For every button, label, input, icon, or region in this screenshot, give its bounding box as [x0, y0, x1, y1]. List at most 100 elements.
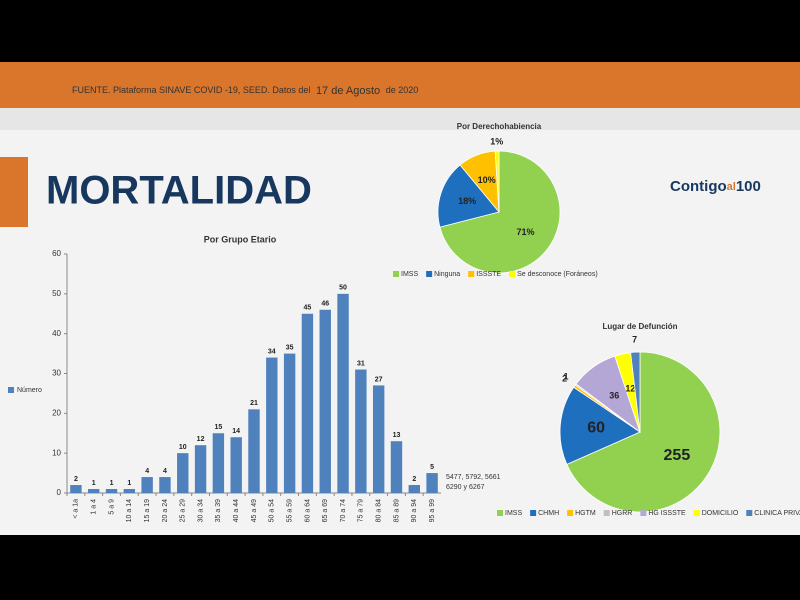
legend-swatch [393, 271, 399, 277]
y-tick-label: 30 [52, 369, 61, 378]
legend-label: ISSSTE [476, 271, 501, 278]
legend-label: Se desconoce (Foráneos) [517, 271, 598, 278]
bar [283, 353, 296, 493]
pie-slice [439, 150, 561, 274]
x-tick-label: 45 a 49 [251, 499, 258, 522]
bar [426, 473, 438, 493]
y-tick-label: 0 [57, 488, 62, 497]
data-label: 7 [632, 335, 637, 345]
legend-label: HGRR [612, 510, 633, 517]
data-label: 36 [609, 391, 619, 401]
bar [177, 453, 189, 493]
data-label: 27 [375, 376, 383, 383]
data-label: 34 [268, 348, 276, 355]
data-label: 35 [286, 344, 294, 351]
bar [159, 477, 171, 493]
legend-label: DOMICILIO [702, 510, 739, 517]
pie-slice [494, 150, 500, 213]
data-label: 1% [490, 136, 503, 146]
bar [301, 313, 314, 493]
pie-slice [566, 351, 721, 513]
bar [355, 369, 367, 493]
legend-swatch [640, 510, 647, 516]
chart-title: Lugar de Defunción [602, 322, 677, 331]
side-tab [0, 157, 28, 227]
logo: Contigoal100 [670, 178, 761, 195]
source-part: de 2020 [386, 85, 419, 95]
data-label: 21 [250, 400, 258, 407]
x-tick-label: 90 a 94 [411, 499, 418, 522]
x-tick-label: 15 a 19 [144, 499, 151, 522]
data-label: 18% [458, 196, 476, 206]
data-label: 12 [197, 436, 205, 443]
pie-slice [559, 386, 641, 465]
header-band [0, 62, 800, 108]
x-tick-label: 80 a 84 [376, 499, 383, 522]
slide-title: MORTALIDAD [46, 169, 312, 213]
bar [390, 441, 403, 493]
data-label: 255 [664, 447, 691, 464]
bar [105, 489, 118, 493]
data-label: 4 [145, 468, 149, 475]
data-label: 71% [517, 227, 535, 237]
legend-label: IMSS [401, 271, 418, 278]
x-tick-label: 55 a 59 [286, 499, 293, 522]
x-tick-label: 85 a 89 [393, 499, 400, 522]
data-label: 10% [478, 175, 496, 185]
legend-swatch [693, 510, 700, 516]
pie-slice [437, 164, 500, 228]
bar [248, 409, 260, 493]
data-label: 5 [430, 464, 434, 471]
x-tick-label: 1 a 4 [91, 499, 98, 515]
logo-part: Contigo [670, 178, 727, 195]
bar [141, 477, 153, 493]
x-tick-label: 20 a 24 [162, 499, 169, 522]
data-label: 15 [214, 424, 222, 431]
data-label: 10 [179, 444, 187, 451]
legend-swatch [567, 510, 574, 516]
annotation: 5477, 5792, 5661 [446, 474, 501, 481]
data-label: 2 [562, 374, 567, 384]
data-label: 60 [587, 419, 605, 436]
bar [70, 485, 82, 493]
source-part: 17 de Agosto [316, 85, 380, 97]
y-tick-label: 10 [52, 448, 61, 457]
legend-label: CLINICA PRIVADA [754, 510, 800, 517]
legend-swatch [426, 271, 433, 277]
source-note: FUENTE. Plataforma SINAVE COVID -19, SEE… [72, 85, 418, 97]
data-label: 31 [357, 360, 365, 367]
x-tick-label: 35 a 39 [215, 499, 222, 522]
logo-part: 100 [736, 178, 761, 195]
legend-swatch [8, 387, 14, 393]
logo-part: al [727, 181, 736, 193]
data-label: 50 [339, 285, 347, 292]
data-label: 1 [92, 480, 96, 487]
data-label: 4 [163, 468, 167, 475]
bar [194, 445, 207, 493]
x-tick-label: 95 a 99 [429, 499, 436, 522]
data-label: 45 [304, 305, 312, 312]
content-strip [0, 108, 800, 130]
legend-label: Ninguna [434, 271, 460, 278]
legend-label: IMSS [505, 510, 522, 517]
x-tick-label: 70 a 74 [340, 499, 347, 522]
bar [337, 293, 349, 493]
bar [372, 385, 385, 493]
x-tick-label: 10 a 14 [126, 499, 133, 522]
data-label: 2 [412, 476, 416, 483]
x-tick-label: 65 a 69 [322, 499, 329, 522]
y-tick-label: 50 [52, 289, 61, 298]
legend-swatch [603, 510, 610, 516]
bar [266, 357, 278, 493]
x-tick-label: 75 a 79 [358, 499, 365, 522]
data-label: 2 [74, 476, 78, 483]
x-tick-label: 30 a 34 [197, 499, 204, 522]
y-tick-label: 60 [52, 249, 61, 258]
data-label: 14 [232, 428, 240, 435]
x-tick-label: 60 a 64 [304, 499, 311, 522]
legend-swatch [468, 271, 475, 277]
y-tick-label: 40 [52, 329, 61, 338]
legend-label: HG ISSSTE [648, 510, 686, 517]
